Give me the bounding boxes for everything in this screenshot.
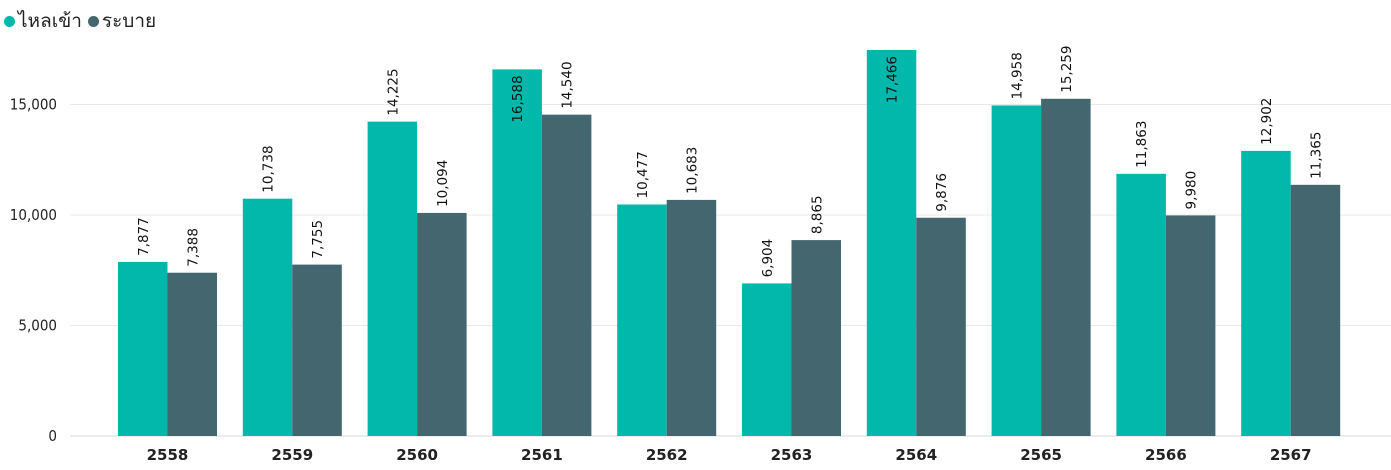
data-label: 12,902 [1259, 98, 1275, 145]
bar-outflow[interactable] [1290, 184, 1341, 436]
legend-label-inflow: ไหลเข้า [18, 10, 82, 32]
bar-inflow[interactable] [492, 69, 542, 436]
x-tick-label: 2561 [521, 446, 563, 464]
data-label: 11,365 [1308, 132, 1324, 179]
bar-inflow[interactable] [1241, 150, 1291, 437]
legend-label-outflow: ระบาย [101, 10, 157, 32]
data-label: 14,958 [1009, 52, 1025, 99]
bar-outflow[interactable] [1041, 98, 1091, 437]
x-tick-label: 2563 [771, 446, 813, 464]
data-label: 7,755 [310, 220, 326, 259]
bar-outflow[interactable] [417, 212, 467, 436]
x-tick-label: 2566 [1145, 446, 1187, 464]
data-label: 9,980 [1184, 171, 1200, 210]
legend-item-inflow[interactable]: ไหลเข้า [4, 6, 82, 36]
data-label: 15,259 [1059, 46, 1075, 93]
data-label: 6,904 [760, 239, 776, 278]
x-tick-label: 2562 [646, 446, 688, 464]
x-tick-label: 2560 [396, 446, 438, 464]
bar-outflow[interactable] [292, 264, 342, 436]
bar-inflow[interactable] [866, 50, 917, 436]
x-tick-label: 2559 [271, 446, 313, 464]
bar-inflow[interactable] [991, 105, 1042, 436]
data-label: 10,094 [435, 160, 451, 207]
bar-outflow[interactable] [167, 272, 218, 436]
data-label: 17,466 [885, 56, 901, 103]
data-label: 9,876 [934, 173, 950, 212]
legend-item-outflow[interactable]: ระบาย [87, 6, 157, 36]
bar-inflow[interactable] [617, 204, 667, 436]
data-label: 7,877 [136, 217, 152, 256]
bar-inflow[interactable] [367, 121, 418, 437]
x-axis-ticks: 2558 2559 2560 2561 2562 2563 2564 2565 2566 2567 [147, 446, 1312, 464]
y-tick-label: 15,000 [10, 95, 57, 113]
y-tick-label: 0 [48, 427, 57, 445]
x-tick-label: 2558 [147, 446, 189, 464]
data-label: 7,388 [185, 228, 201, 267]
bar-inflow[interactable] [742, 283, 792, 436]
data-label: 11,863 [1134, 121, 1150, 168]
chart-legend: ไหลเข้า ระบาย [4, 6, 156, 36]
x-tick-label: 2564 [895, 446, 937, 464]
y-axis-ticks: 0 5,000 10,000 15,000 [10, 95, 57, 445]
data-label: 8,865 [809, 195, 825, 234]
bar-outflow[interactable] [541, 114, 592, 437]
bar-outflow[interactable] [791, 240, 842, 436]
x-tick-label: 2567 [1270, 446, 1312, 464]
bar-outflow[interactable] [916, 217, 966, 436]
bar-inflow[interactable] [242, 198, 293, 436]
bar-inflow[interactable] [118, 261, 168, 436]
legend-swatch-inflow [4, 15, 15, 27]
y-tick-label: 10,000 [10, 206, 57, 224]
data-label: 14,225 [385, 68, 401, 115]
x-tick-label: 2565 [1020, 446, 1062, 464]
bar-inflow[interactable] [1116, 173, 1166, 436]
data-label: 10,738 [261, 145, 277, 192]
data-label: 10,683 [684, 147, 700, 194]
data-label: 14,540 [560, 61, 576, 108]
data-labels: 7,877 7,388 10,738 7,755 14,225 10,094 16,588 1… [136, 46, 1325, 278]
bars [118, 50, 1341, 437]
y-tick-label: 5,000 [18, 316, 57, 334]
legend-swatch-outflow [87, 15, 99, 27]
data-label: 10,477 [635, 151, 651, 198]
bar-outflow[interactable] [666, 199, 717, 436]
bar-outflow[interactable] [1165, 215, 1216, 436]
data-label: 16,588 [510, 75, 526, 122]
